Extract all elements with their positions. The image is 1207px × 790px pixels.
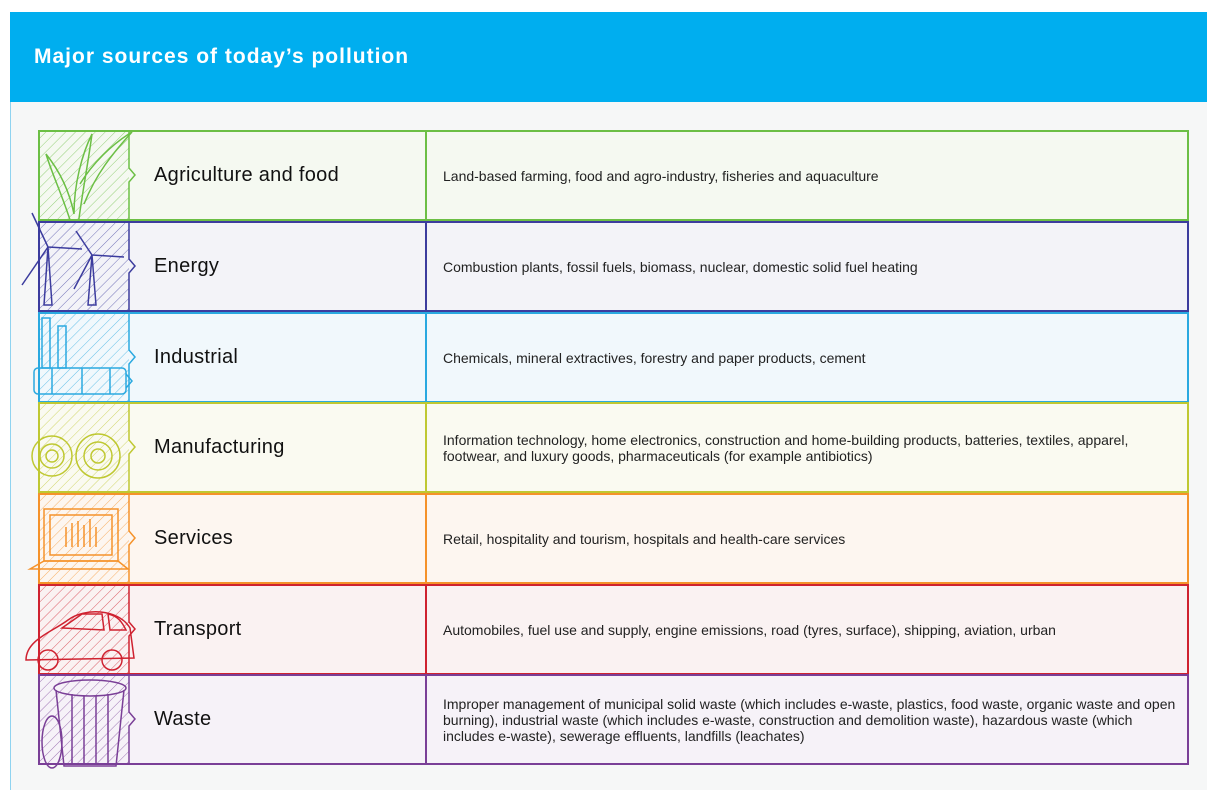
table-row: Waste Improper management of municipal so… [38, 674, 1189, 769]
row-icon [21, 212, 136, 310]
row-name: Industrial [154, 346, 239, 368]
column-divider [425, 586, 427, 673]
row-icon [33, 314, 136, 401]
row-description: Chemicals, mineral extractives, forestry… [443, 349, 866, 366]
row-icon [40, 131, 136, 227]
row-name: Waste [154, 708, 212, 730]
row-name: Energy [154, 255, 220, 277]
row-name: Transport [154, 618, 242, 640]
table-row: Transport Automobiles, fuel use and suppl… [25, 584, 1189, 675]
column-divider [425, 314, 427, 401]
row-icon [40, 676, 136, 769]
title: Major sources of today’s pollution [34, 45, 410, 68]
row-icon [25, 586, 136, 673]
column-divider [425, 223, 427, 310]
table-row: Services Retail, hospitality and tourism,… [27, 493, 1189, 584]
table-row: Agriculture and food Land-based farming, … [38, 130, 1189, 227]
row-description: Improper management of municipal solid w… [443, 695, 1176, 744]
column-divider [425, 132, 427, 219]
row-name: Services [154, 527, 234, 549]
column-divider [425, 495, 427, 582]
row-description: Information technology, home electronics… [443, 431, 1129, 464]
row-description: Land-based farming, food and agro-indust… [443, 167, 879, 184]
row-description: Automobiles, fuel use and supply, engine… [443, 621, 1056, 638]
row-name: Manufacturing [154, 436, 285, 458]
table-row: Industrial Chemicals, mineral extractives… [33, 312, 1189, 403]
header-bar: Major sources of today’s pollution [10, 12, 1207, 102]
row-description: Retail, hospitality and tourism, hospita… [443, 530, 846, 547]
table-row: Energy Combustion plants, fossil fuels, b… [21, 212, 1189, 312]
row-name: Agriculture and food [154, 164, 340, 186]
table-row: Manufacturing Information technology, hom… [31, 402, 1189, 493]
column-divider [425, 404, 427, 491]
column-divider [425, 676, 427, 763]
row-icon [27, 495, 136, 582]
row-icon [31, 404, 136, 491]
row-description: Combustion plants, fossil fuels, biomass… [443, 258, 918, 275]
